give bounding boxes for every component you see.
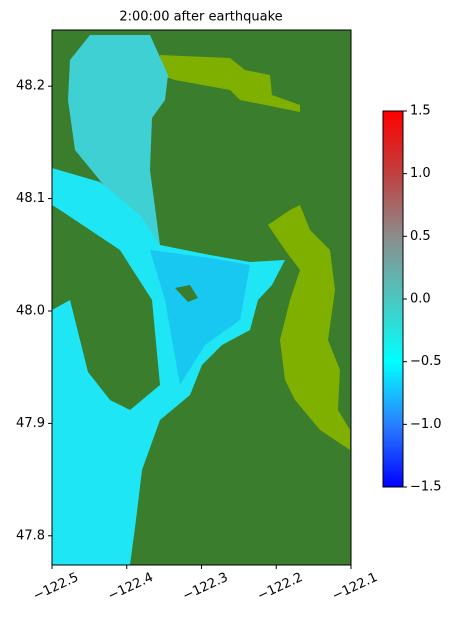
x-tick-label: −122.2 (255, 570, 305, 604)
y-tick-label: 48.1 (16, 191, 45, 206)
colorbar-tick-label: 0.0 (410, 292, 431, 307)
colorbar-tick-label: 1.0 (410, 166, 431, 181)
map (52, 30, 351, 565)
colorbar-tick-label: −1.5 (410, 480, 442, 495)
x-tick-label: −122.5 (31, 570, 81, 604)
x-tick-label: −122.4 (106, 570, 156, 604)
lowland (268, 205, 350, 450)
colorbar-tick-label: −0.5 (410, 354, 442, 369)
colorbar-tick-label: −1.0 (410, 417, 442, 432)
y-tick-label: 48.2 (16, 79, 45, 94)
water (150, 250, 250, 385)
colorbar-tick-label: 1.5 (410, 104, 431, 119)
colorbar (382, 110, 404, 488)
island (175, 285, 198, 302)
chart-title: 2:00:00 after earthquake (119, 10, 282, 25)
y-tick-label: 47.9 (16, 416, 45, 431)
x-tick-label: −122.3 (181, 570, 231, 604)
colorbar-tick-label: 0.5 (410, 229, 431, 244)
lowland (160, 55, 300, 112)
x-tick-label: −122.1 (330, 570, 380, 604)
water (68, 35, 168, 245)
y-tick-label: 48.0 (16, 303, 45, 318)
y-tick-label: 47.8 (16, 528, 45, 543)
